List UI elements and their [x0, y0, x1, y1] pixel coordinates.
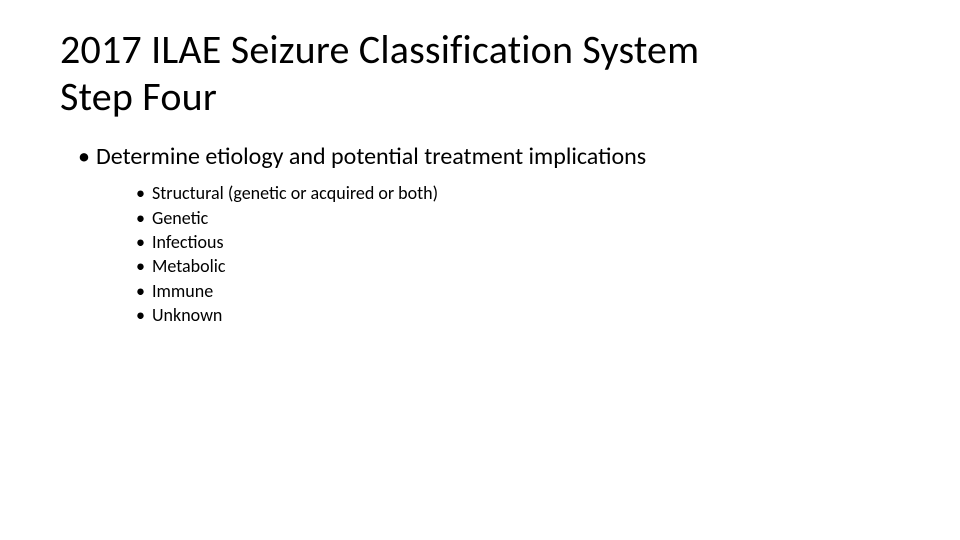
slide-title: 2017 ILAE Seizure Classification System …: [60, 26, 900, 120]
etiology-list: Structural (genetic or acquired or both)…: [136, 181, 900, 327]
list-item: Unknown: [136, 303, 900, 327]
title-line-2: Step Four: [60, 72, 217, 121]
main-bullet-text: Determine etiology and potential treatme…: [96, 142, 646, 171]
list-item: Immune: [136, 279, 900, 303]
list-item: Genetic: [136, 206, 900, 230]
list-item: Structural (genetic or acquired or both): [136, 181, 900, 205]
main-bullet-item: Determine etiology and potential treatme…: [78, 142, 900, 171]
title-line-1: 2017 ILAE Seizure Classification System: [60, 25, 699, 74]
list-item: Infectious: [136, 230, 900, 254]
list-item: Metabolic: [136, 254, 900, 278]
